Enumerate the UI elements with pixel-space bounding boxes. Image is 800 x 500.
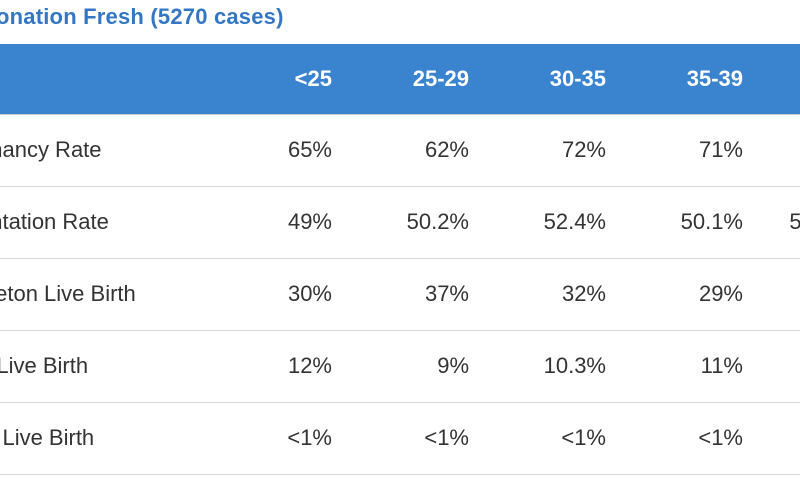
table-cell: 49%	[287, 209, 332, 234]
row-label: gnancy Rate	[0, 137, 102, 162]
table-row: gleton Live Birth 30% 37% 32% 29% 3	[0, 258, 800, 330]
table-row: n Live Birth 12% 9% 10.3% 11%	[0, 330, 800, 402]
column-header: >	[761, 44, 800, 114]
row-label: gleton Live Birth	[0, 281, 136, 306]
table-cell: 3	[761, 258, 800, 330]
table-cell: 37%	[424, 281, 469, 306]
table-cell: <1%	[287, 425, 332, 450]
table-row: antation Rate 49% 50.2% 52.4% 50.1% 53.	[0, 186, 800, 258]
row-label: et Live Birth	[0, 425, 95, 450]
table-cell: <1%	[698, 425, 743, 450]
table-row: et Live Birth <1% <1% <1% <1% <	[0, 402, 800, 474]
column-header: <25	[294, 65, 332, 91]
row-label: antation Rate	[0, 209, 109, 234]
results-table-container: <25 25-29 30-35 35-39 > gnancy Rate 65% …	[0, 44, 800, 500]
table-header-row: <25 25-29 30-35 35-39 >	[0, 44, 800, 114]
column-header: 35-39	[686, 65, 743, 91]
table-cell: 52.4%	[543, 209, 606, 234]
page-title: onation Fresh (5270 cases)	[0, 4, 284, 29]
table-cell: 6	[761, 114, 800, 186]
column-header: 25-29	[412, 65, 469, 91]
table-cell: 10.3%	[543, 353, 606, 378]
table-cell: 50.2%	[406, 209, 469, 234]
row-label: n Live Birth	[0, 353, 89, 378]
column-header-label	[0, 44, 213, 114]
table-cell: <1%	[561, 425, 606, 450]
table-cell: 62%	[424, 137, 469, 162]
table-cell: 30%	[287, 281, 332, 306]
table-cell: <	[761, 402, 800, 474]
table-cell	[761, 330, 800, 402]
table-cell: 11%	[700, 353, 743, 378]
table-cell: 71%	[698, 137, 743, 162]
table-cell: 72%	[561, 137, 606, 162]
table-cell: 53.	[789, 209, 800, 234]
column-header: 30-35	[549, 65, 606, 91]
table-cell: 50.1%	[680, 209, 743, 234]
results-table: <25 25-29 30-35 35-39 > gnancy Rate 65% …	[0, 44, 800, 475]
table-cell: 9%	[437, 353, 469, 378]
table-cell: <1%	[424, 425, 469, 450]
table-row: gnancy Rate 65% 62% 72% 71% 6	[0, 114, 800, 186]
table-cell: 65%	[287, 137, 332, 162]
table-cell: 32%	[561, 281, 606, 306]
table-cell: 29%	[698, 281, 743, 306]
table-cell: 12%	[287, 353, 332, 378]
